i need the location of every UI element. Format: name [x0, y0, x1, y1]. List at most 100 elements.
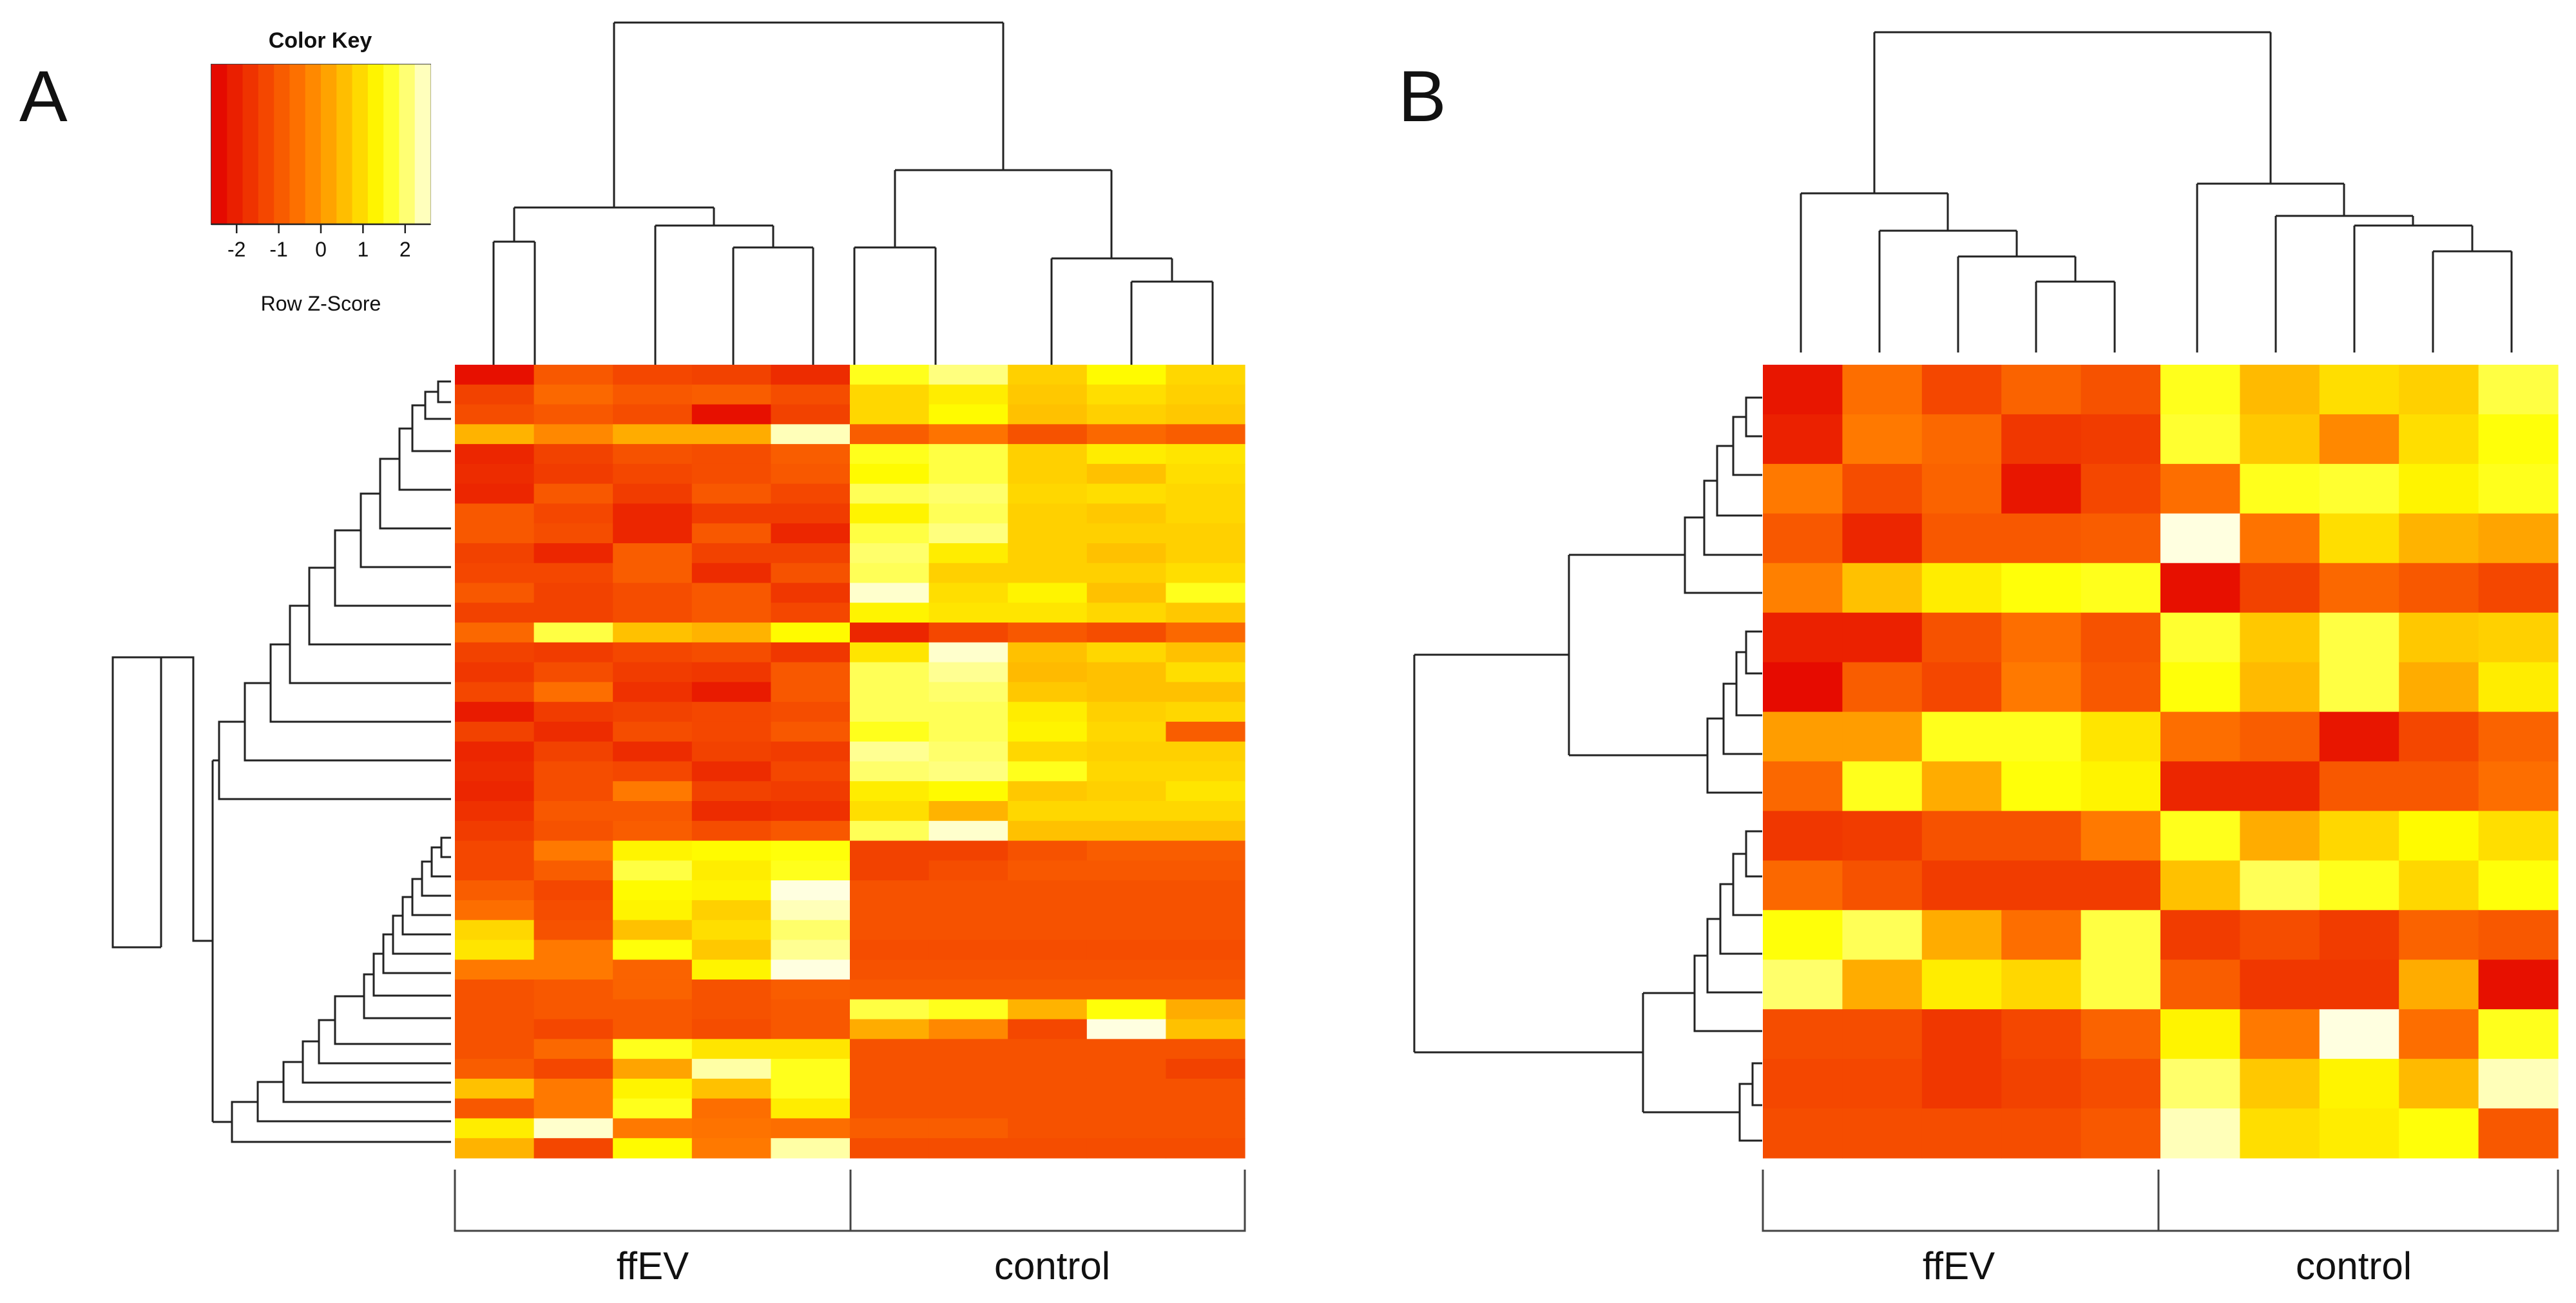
heatmap-cell: [1008, 801, 1088, 822]
heatmap-cell: [1166, 860, 1245, 881]
heatmap-cell: [533, 801, 613, 822]
heatmap-cell: [1086, 1059, 1166, 1079]
heatmap-cell: [2399, 563, 2479, 613]
heatmap-cell: [1086, 523, 1166, 544]
heatmap-cell: [850, 1118, 930, 1139]
heatmap-cell: [533, 563, 613, 584]
heatmap-cell: [2319, 711, 2399, 762]
heatmap-cell: [2478, 513, 2559, 564]
heatmap-cell: [850, 503, 930, 524]
heatmap-cell: [613, 880, 693, 901]
heatmap-cell: [613, 603, 693, 623]
heatmap-cell: [850, 721, 930, 742]
heatmap-cell: [1008, 960, 1088, 980]
heatmap-cell: [691, 920, 771, 941]
heatmap-cell: [850, 682, 930, 702]
heatmap-cell: [691, 1019, 771, 1039]
heatmap-cell: [928, 1039, 1008, 1059]
heatmap-cell: [850, 860, 930, 881]
heatmap-cell: [2319, 960, 2399, 1010]
heatmap-cell: [2001, 910, 2082, 960]
heatmap-cell: [613, 1019, 693, 1039]
heatmap-cell: [2081, 563, 2161, 613]
color-key-bin: [305, 64, 322, 224]
heatmap-cell: [928, 523, 1008, 544]
heatmap-cell: [613, 960, 693, 980]
heatmap-cell: [928, 999, 1008, 1020]
heatmap-cell: [2160, 365, 2240, 415]
heatmap-cell: [1842, 910, 1923, 960]
heatmap-cell: [2081, 365, 2161, 415]
heatmap-cell: [1166, 1078, 1245, 1099]
heatmap-cell: [455, 523, 535, 544]
heatmap-cell: [613, 424, 693, 445]
heatmap-cell: [850, 1019, 930, 1039]
heatmap-cell: [1166, 999, 1245, 1020]
heatmap-cell: [1166, 642, 1245, 663]
heatmap-cell: [771, 940, 851, 960]
heatmap-cell: [928, 741, 1008, 762]
heatmap-cell: [928, 721, 1008, 742]
heatmap-cell: [1086, 1118, 1166, 1139]
heatmap-cell: [850, 1078, 930, 1099]
color-key-bin: [321, 64, 337, 224]
heatmap-cell: [1008, 623, 1088, 643]
heatmap-cell: [1842, 563, 1923, 613]
heatmap-cell: [2240, 761, 2320, 812]
heatmap-cell: [1086, 1078, 1166, 1099]
heatmap-cell: [455, 820, 535, 842]
heatmap-cell: [2240, 960, 2320, 1010]
heatmap-cell: [928, 960, 1008, 980]
heatmap-cell: [2081, 761, 2161, 812]
heatmap-cell: [2399, 711, 2479, 762]
heatmap-cell: [691, 424, 771, 445]
heatmap-cell: [1166, 444, 1245, 465]
column-dendrogram-a: [492, 21, 1214, 365]
heatmap-cell: [1086, 1019, 1166, 1039]
heatmap-cell: [533, 463, 613, 485]
heatmap-cell: [2001, 1059, 2082, 1109]
heatmap-cell: [691, 900, 771, 921]
color-key: Color Key -2 -1 0 1 2 Row Z-Score: [211, 28, 431, 315]
heatmap-cell: [1086, 702, 1166, 722]
heatmap-cell: [1008, 662, 1088, 683]
heatmap-cell: [455, 623, 535, 643]
heatmap-cell: [2478, 1059, 2559, 1109]
heatmap-cell: [2240, 414, 2320, 465]
heatmap-cell: [2399, 1108, 2479, 1159]
heatmap-cell: [533, 702, 613, 722]
panel-label-a: A: [19, 56, 68, 137]
heatmap-cell: [691, 980, 771, 1000]
heatmap-cell: [2160, 612, 2240, 663]
heatmap-cell: [771, 1118, 851, 1139]
heatmap-cell: [2240, 1009, 2320, 1059]
heatmap-cell: [691, 1078, 771, 1099]
heatmap-cell: [2160, 513, 2240, 564]
color-key-tick-label: 1: [357, 238, 369, 261]
heatmap-cell: [691, 1118, 771, 1139]
heatmap-cell: [1086, 721, 1166, 742]
heatmap-cell: [2160, 1059, 2240, 1109]
heatmap-cell: [2160, 662, 2240, 713]
heatmap-cell: [455, 1039, 535, 1059]
heatmap-cell: [1008, 880, 1088, 901]
heatmap-cell: [928, 702, 1008, 722]
heatmap-cell: [2160, 1009, 2240, 1059]
heatmap-cell: [613, 1078, 693, 1099]
heatmap-cell: [850, 820, 930, 842]
heatmap-cell: [533, 603, 613, 623]
heatmap-cell: [2081, 414, 2161, 465]
heatmap-cell: [1166, 940, 1245, 960]
heatmap-cell: [691, 702, 771, 722]
heatmap-cell: [1086, 920, 1166, 941]
heatmap-cell: [850, 999, 930, 1020]
heatmap-cell: [1008, 603, 1088, 623]
heatmap-cell: [455, 761, 535, 782]
color-key-bin: [227, 64, 244, 224]
heatmap-cell: [1166, 583, 1245, 603]
heatmap-cell: [2319, 1059, 2399, 1109]
heatmap-cell: [1166, 920, 1245, 941]
heatmap-cell: [2478, 1009, 2559, 1059]
row-dendrogram-a: [111, 380, 451, 1143]
heatmap-cell: [2081, 1009, 2161, 1059]
